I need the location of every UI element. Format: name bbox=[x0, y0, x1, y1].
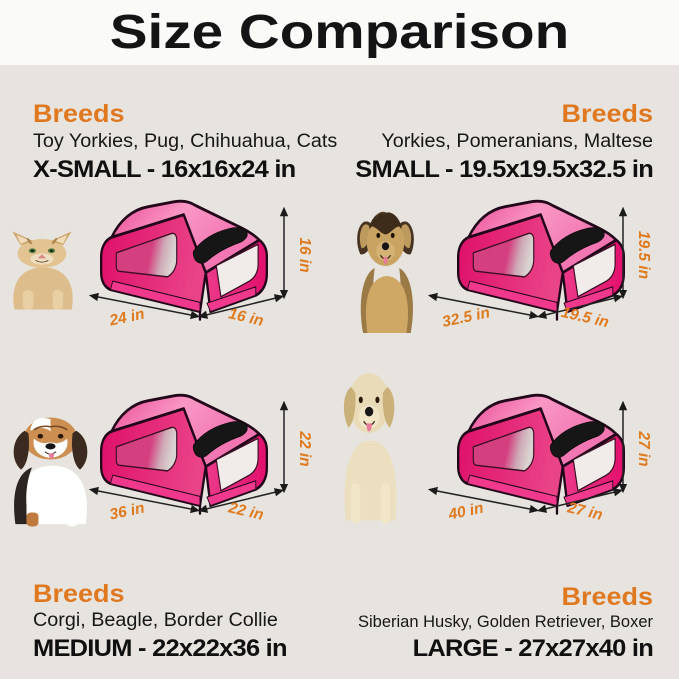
svg-text:19.5 in: 19.5 in bbox=[635, 231, 652, 279]
svg-text:27 in: 27 in bbox=[635, 430, 652, 466]
svg-text:16 in: 16 in bbox=[296, 237, 313, 272]
svg-text:22 in: 22 in bbox=[296, 430, 313, 466]
